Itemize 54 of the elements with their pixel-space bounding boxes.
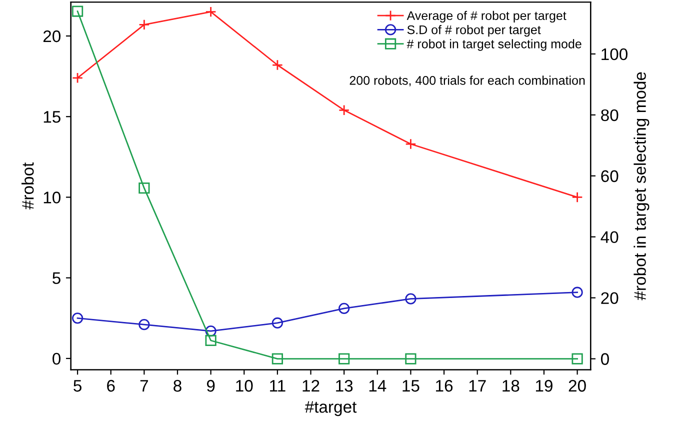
point bbox=[572, 286, 583, 298]
x-tick-label: 7 bbox=[140, 380, 148, 392]
point bbox=[72, 72, 84, 84]
y2-tick-label: 40 bbox=[600, 231, 618, 244]
y-tick-label: 0 bbox=[52, 352, 60, 365]
x-tick-label: 12 bbox=[302, 380, 320, 392]
y-tick-label: 15 bbox=[44, 111, 60, 123]
point bbox=[405, 138, 416, 150]
y-tick-label: 10 bbox=[44, 192, 61, 204]
y2-tick-label: 80 bbox=[601, 109, 618, 122]
x-tick-label: 15 bbox=[402, 380, 420, 392]
point bbox=[138, 319, 150, 330]
x-tick-label: 5 bbox=[74, 380, 82, 392]
point bbox=[72, 6, 84, 17]
legend-label: # robot in target selecting mode bbox=[406, 39, 582, 51]
x-tick-label: 14 bbox=[369, 380, 386, 392]
x-tick-label: 9 bbox=[206, 380, 215, 392]
y-axis-title: #robot bbox=[22, 162, 34, 210]
y2-tick-label: 100 bbox=[602, 48, 628, 60]
point bbox=[205, 6, 216, 18]
point bbox=[572, 192, 583, 203]
point bbox=[338, 302, 350, 314]
x-tick-label: 10 bbox=[236, 380, 253, 392]
x-tick-label: 6 bbox=[107, 380, 115, 392]
point bbox=[272, 317, 283, 329]
x-tick-label: 17 bbox=[469, 380, 486, 392]
point bbox=[405, 293, 416, 304]
x-tick-label: 8 bbox=[174, 380, 182, 392]
point bbox=[272, 353, 283, 364]
legend-label: S.D of # robot per target bbox=[407, 25, 541, 37]
annotation: 200 robots, 400 trials for each combination bbox=[350, 76, 585, 86]
x-tick-label: 20 bbox=[568, 380, 586, 392]
point bbox=[138, 182, 150, 194]
legend-label: Average of # robot per target bbox=[406, 10, 566, 23]
x-tick-label: 19 bbox=[536, 380, 552, 392]
point bbox=[72, 312, 84, 324]
y2-tick-label: 0 bbox=[601, 353, 609, 365]
point bbox=[205, 334, 216, 346]
x-axis-title: #target bbox=[304, 401, 357, 416]
x-tick-label: 16 bbox=[436, 380, 453, 392]
x-tick-label: 18 bbox=[502, 380, 520, 392]
y2-tick-label: 20 bbox=[601, 292, 618, 304]
y2-axis-title: #robot in target selecting mode bbox=[634, 72, 650, 300]
x-tick-label: 13 bbox=[336, 380, 353, 392]
point bbox=[138, 19, 150, 30]
point bbox=[338, 104, 350, 116]
point bbox=[338, 353, 350, 364]
point bbox=[572, 353, 583, 364]
y-tick-label: 5 bbox=[52, 272, 60, 284]
point bbox=[405, 353, 416, 364]
x-tick-label: 11 bbox=[270, 380, 286, 392]
point bbox=[272, 59, 283, 71]
y2-tick-label: 60 bbox=[601, 170, 618, 182]
y-tick-label: 20 bbox=[43, 30, 61, 42]
